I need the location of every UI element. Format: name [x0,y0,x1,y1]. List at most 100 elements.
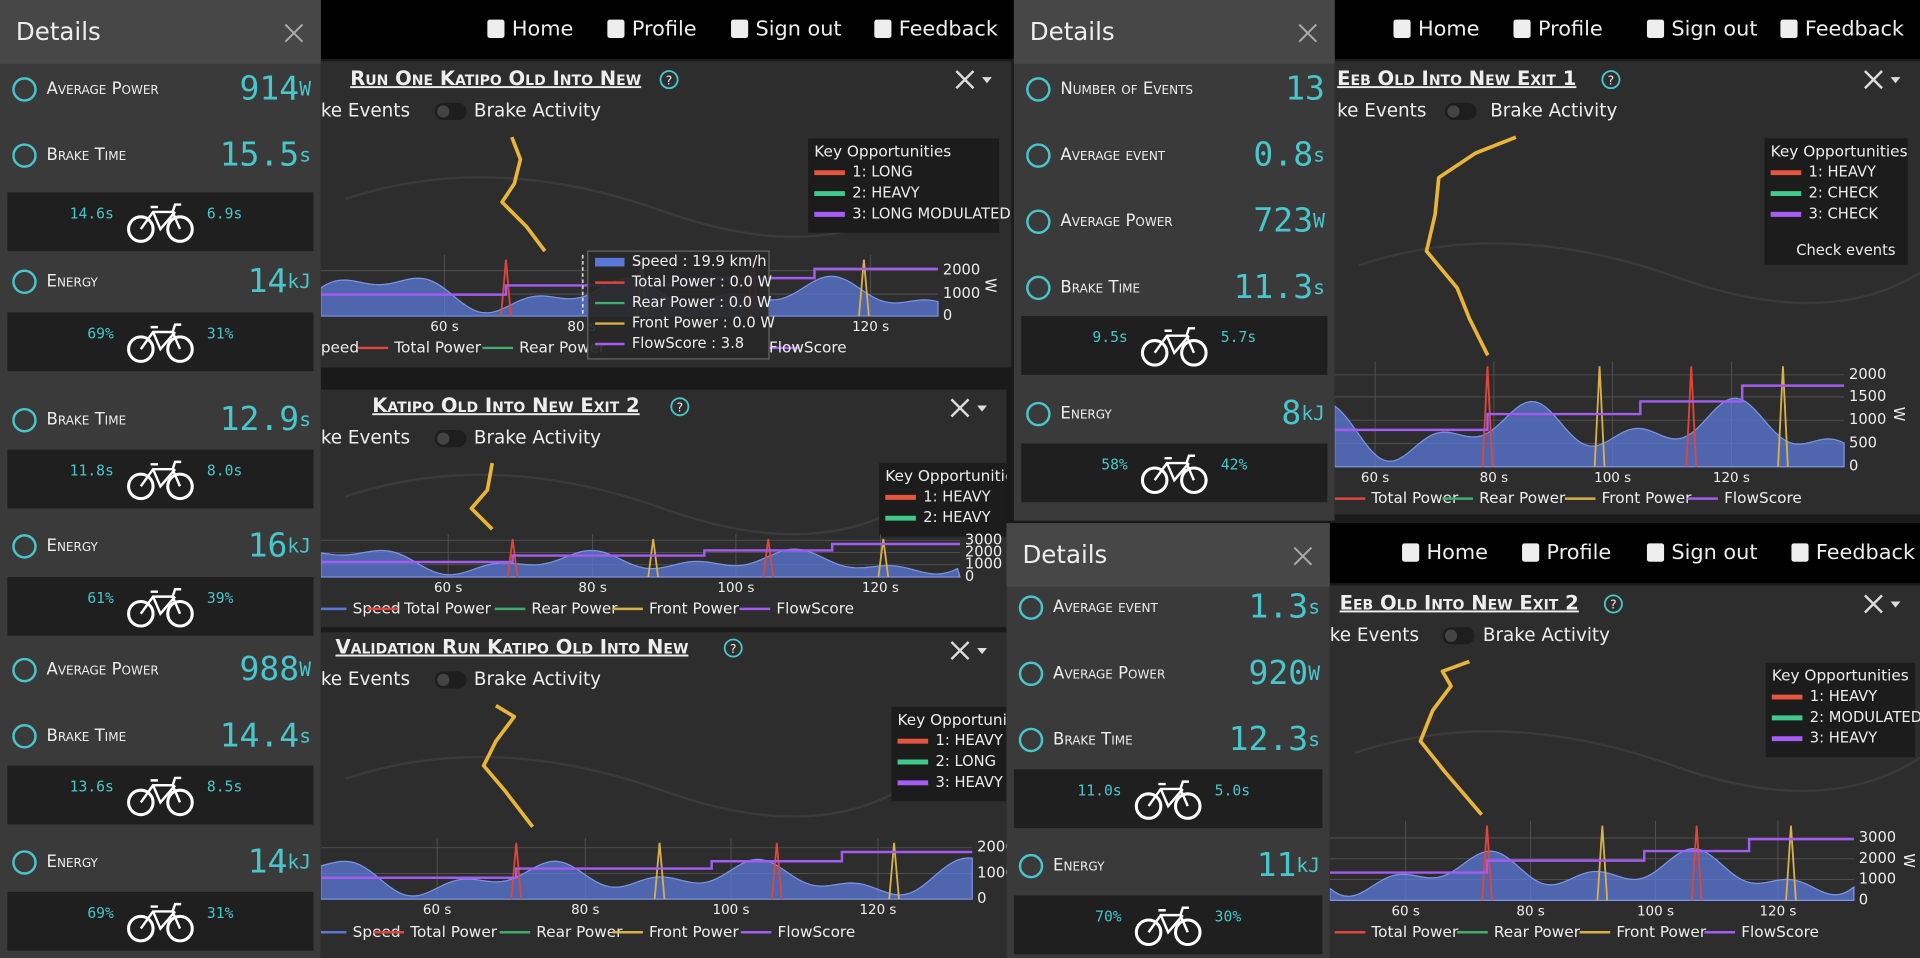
legend-label[interactable]: Total Power [403,599,492,617]
tools-icon[interactable] [1864,70,1883,90]
x-tick-label: 80 s [1516,903,1544,919]
bike-wheel [127,914,155,943]
stat-number: 920 [1249,652,1309,691]
legend-label[interactable]: FlowScore [1724,489,1802,507]
nav-link[interactable]: Home [1427,540,1488,564]
bike-frame [139,323,182,352]
legend-label[interactable]: Total Power [1370,923,1459,941]
dropdown-caret[interactable] [977,405,987,412]
key-item[interactable]: 1: HEAVY [923,488,990,505]
bike-frame [1153,454,1196,483]
legend-label[interactable]: FlowScore [769,338,847,356]
stat-value: 914W [240,68,312,107]
key-item[interactable]: 3: HEAVY [936,774,1003,791]
legend-label[interactable]: Total Power [393,338,482,356]
tools-icon[interactable] [1864,594,1883,614]
y-unit: W [1890,407,1907,422]
y-tick-label: 0 [943,307,952,324]
nav-icon [1791,543,1809,562]
stat-unit: W [1308,661,1320,684]
legend-label[interactable]: Front Power [649,599,739,617]
legend-label[interactable]: Front Power [1616,923,1706,941]
key-item[interactable]: 3: HEAVY [1810,730,1877,747]
stat-unit: kJ [1296,854,1320,877]
legend-label[interactable]: Total Power [1370,489,1459,507]
nav-link[interactable]: Feedback [899,16,998,40]
close-button[interactable] [284,23,304,43]
key-item[interactable]: 2: LONG [936,753,997,770]
legend-label[interactable]: peed [321,338,359,356]
key-item[interactable]: 1: HEAVY [1810,688,1877,705]
chart-tile: Eeb Old Into New Exit 1 ? ke Events Brake A… [1334,61,1920,515]
nav-icon [1646,19,1665,38]
nav-link[interactable]: Profile [1538,16,1603,40]
y-tick-label: 0 [965,568,974,585]
legend-label[interactable]: Total Power [409,923,498,941]
legend-label[interactable]: Rear Power [536,923,623,941]
stat-number: 723 [1253,200,1313,239]
dropdown-caret[interactable] [982,77,992,84]
bike-wheel [166,472,194,501]
split-box [1013,895,1323,955]
nav-link[interactable]: Sign out [1671,16,1757,40]
legend-label[interactable]: Rear Power [1494,923,1581,941]
map-road [344,755,934,818]
key-item[interactable]: 1: LONG [852,164,913,181]
nav-link[interactable]: Home [512,16,573,40]
stat-unit: s [1308,595,1320,618]
nav-link[interactable]: Sign out [1671,540,1757,564]
help-icon [1601,70,1621,90]
toggle-label: Brake Activity [1483,625,1610,646]
legend-label[interactable]: Rear Power [531,599,618,617]
nav-link[interactable]: Home [1418,16,1479,40]
x-tick-label: 120 s [1713,470,1750,486]
nav-link[interactable]: Feedback [1805,16,1904,40]
nav-link[interactable]: Profile [632,16,697,40]
split-front: 69% [87,905,114,922]
nav-link[interactable]: Profile [1547,540,1612,564]
key-action[interactable]: Check events [1796,242,1895,259]
nav-link[interactable]: Sign out [756,16,842,40]
key-item[interactable]: 1: HEAVY [936,732,1003,749]
details-title: Details [1030,17,1115,46]
legend-label[interactable]: FlowScore [1741,923,1819,941]
dropdown-caret[interactable] [977,648,987,655]
key-item[interactable]: 2: HEAVY [923,509,990,526]
tools-icon[interactable] [950,641,970,660]
key-title: Key Opportunities [814,142,951,160]
map-route [469,462,495,531]
x-tick-label: 60 s [430,319,458,335]
x-tick-label: 80 s [1480,470,1508,486]
toggle-label: Brake Activity [474,669,601,690]
legend-label[interactable]: Front Power [1602,489,1692,507]
key-item[interactable]: 2: MODULATED [1810,709,1920,726]
bike-frame [139,203,182,232]
close-button[interactable] [1293,546,1313,566]
help-icon [1603,594,1623,614]
stat-icon [1018,853,1044,879]
close-button[interactable] [1298,23,1318,43]
key-item[interactable]: 1: HEAVY [1809,164,1876,181]
map-route [1418,659,1484,816]
details-header [1006,523,1330,587]
dropdown-caret[interactable] [1890,77,1901,84]
key-item[interactable]: 2: HEAVY [852,185,919,202]
tools-icon[interactable] [950,398,970,418]
split-rear: 30% [1215,909,1242,926]
legend-label[interactable]: Rear Power [1479,489,1566,507]
key-item[interactable]: 3: LONG MODULATED [852,205,1010,222]
legend-label[interactable]: Front Power [649,923,739,941]
key-item[interactable]: 3: CHECK [1809,205,1879,222]
dropdown-caret[interactable] [1890,601,1901,608]
legend-label[interactable]: Rear Power [519,338,606,356]
nav-link[interactable]: Feedback [1816,540,1915,564]
speed-area [320,857,973,900]
bike-icon [127,776,194,817]
legend-label[interactable]: FlowScore [776,599,854,617]
split-rear: 31% [207,325,234,342]
tools-icon[interactable] [955,70,975,90]
key-item[interactable]: 2: CHECK [1809,185,1879,202]
help-icon [723,638,743,658]
legend-label[interactable]: FlowScore [778,923,856,941]
help-icon [670,397,690,417]
